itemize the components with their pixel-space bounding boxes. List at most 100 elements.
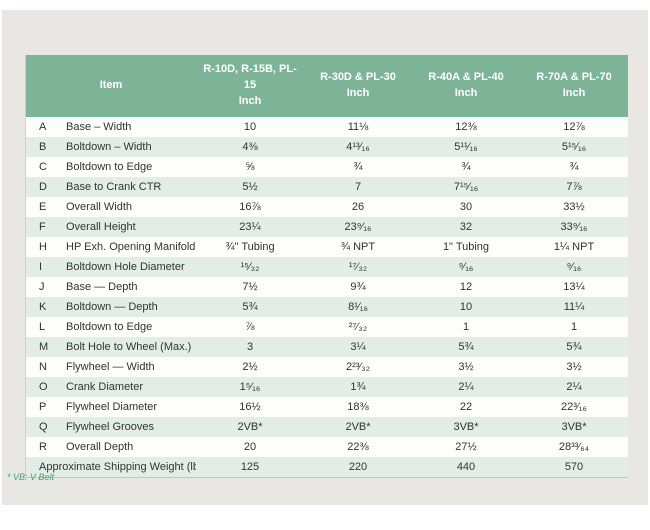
table-row: H HP Exh. Opening Manifold ¾" Tubing ¾ NPT 1… bbox=[26, 236, 628, 257]
row-letter: R bbox=[26, 436, 58, 457]
row-letter: D bbox=[26, 176, 58, 197]
row-item-label: Base — Depth bbox=[58, 276, 196, 297]
row-value-col1: ¹⁵⁄₃₂ bbox=[196, 256, 304, 277]
row-letter: A bbox=[26, 116, 58, 137]
row-value-col2: ¾ NPT bbox=[304, 236, 412, 257]
row-value-col2: 3¼ bbox=[304, 336, 412, 357]
table-row: I Boltdown Hole Diameter ¹⁵⁄₃₂ ¹⁷⁄₃₂ ⁹⁄₁₆ ⁹⁄₁… bbox=[26, 256, 628, 277]
row-item-label: Crank Diameter bbox=[58, 376, 196, 397]
row-letter: L bbox=[26, 316, 58, 337]
row-value-col4: 11¼ bbox=[520, 296, 628, 317]
row-value-col3: 32 bbox=[412, 216, 520, 237]
row-value-col1: 2½ bbox=[196, 356, 304, 377]
row-value-col1: 2VB* bbox=[196, 416, 304, 437]
row-letter: P bbox=[26, 396, 58, 417]
row-item-label: Overall Width bbox=[58, 196, 196, 217]
row-value-col4: 33⁹⁄₁₆ bbox=[520, 216, 628, 237]
row-item-label: Base – Width bbox=[58, 116, 196, 137]
row-value-col4: ⁹⁄₁₆ bbox=[520, 256, 628, 277]
row-value-col1: 5¾ bbox=[196, 296, 304, 317]
row-value-col2: 1¾ bbox=[304, 376, 412, 397]
row-value-col3: 27½ bbox=[412, 436, 520, 457]
row-value-col3: 5¾ bbox=[412, 336, 520, 357]
row-value-col2: 2²³⁄₃₂ bbox=[304, 356, 412, 377]
row-value-col2: ²⁷⁄₃₂ bbox=[304, 316, 412, 337]
row-value-col4: 1¼ NPT bbox=[520, 236, 628, 257]
row-item-label: Boltdown Hole Diameter bbox=[58, 256, 196, 277]
row-value-col1: 20 bbox=[196, 436, 304, 457]
row-value-col2: 26 bbox=[304, 196, 412, 217]
table-row: N Flywheel — Width 2½ 2²³⁄₃₂ 3½ 3½ bbox=[26, 356, 628, 377]
row-value-col1: 1⁵⁄₁₆ bbox=[196, 376, 304, 397]
table-header: Item R-10D, R-15B, PL-15 Inch R-30D & PL… bbox=[26, 55, 628, 117]
row-value-col3: 5¹¹⁄₁₆ bbox=[412, 136, 520, 157]
row-letter: M bbox=[26, 336, 58, 357]
row-letter: H bbox=[26, 236, 58, 257]
column-header-model-3: R-40A & PL-40 Inch bbox=[412, 55, 520, 117]
row-value-col4: 3½ bbox=[520, 356, 628, 377]
row-item-label: Boltdown to Edge bbox=[58, 316, 196, 337]
row-value-col1: 23¼ bbox=[196, 216, 304, 237]
row-value-col3: 2¼ bbox=[412, 376, 520, 397]
column-header-model-1: R-10D, R-15B, PL-15 Inch bbox=[196, 55, 304, 117]
model-4-unit: Inch bbox=[562, 86, 586, 99]
table-row: Q Flywheel Grooves 2VB* 2VB* 3VB* 3VB* bbox=[26, 416, 628, 437]
row-value-col2: 4¹³⁄₁₆ bbox=[304, 136, 412, 157]
model-2-name: R-30D & PL-30 bbox=[320, 70, 396, 83]
row-value-col1: 16½ bbox=[196, 396, 304, 417]
shipping-weight-col2: 220 bbox=[304, 456, 412, 477]
row-value-col2: ¾ bbox=[304, 156, 412, 177]
row-value-col2: 8¹⁄₁₆ bbox=[304, 296, 412, 317]
row-item-label: Bolt Hole to Wheel (Max.) bbox=[58, 336, 196, 357]
row-item-label: Boltdown to Edge bbox=[58, 156, 196, 177]
table-row: M Bolt Hole to Wheel (Max.) 3 3¼ 5¾ 5¾ bbox=[26, 336, 628, 357]
row-value-col4: 12⅞ bbox=[520, 116, 628, 137]
model-1-unit: Inch bbox=[238, 94, 262, 107]
table-body: A Base – Width 10 11⅛ 12⅜ 12⅞ B Boltdown – Widt… bbox=[26, 116, 628, 477]
row-item-label: Boltdown — Depth bbox=[58, 296, 196, 317]
vbelt-footnote: * VB: V Belt bbox=[7, 472, 55, 482]
shipping-weight-col4: 570 bbox=[520, 456, 628, 477]
row-value-col4: ¾ bbox=[520, 156, 628, 177]
table-row: C Boltdown to Edge ⅝ ¾ ¾ ¾ bbox=[26, 156, 628, 177]
table-row: F Overall Height 23¼ 23⁹⁄₁₆ 32 33⁹⁄₁₆ bbox=[26, 216, 628, 237]
row-item-label: Overall Depth bbox=[58, 436, 196, 457]
table-row: E Overall Width 16⅞ 26 30 33½ bbox=[26, 196, 628, 217]
table-row: J Base — Depth 7½ 9¾ 12 13¼ bbox=[26, 276, 628, 297]
column-header-model-2: R-30D & PL-30 Inch bbox=[304, 55, 412, 117]
row-value-col4: 5¹⁵⁄₁₆ bbox=[520, 136, 628, 157]
row-value-col3: 12 bbox=[412, 276, 520, 297]
row-value-col2: 7 bbox=[304, 176, 412, 197]
row-letter: I bbox=[26, 256, 58, 277]
row-value-col2: 18⅜ bbox=[304, 396, 412, 417]
row-value-col1: ⅞ bbox=[196, 316, 304, 337]
column-header-item: Item bbox=[26, 55, 196, 117]
row-value-col3: 1" Tubing bbox=[412, 236, 520, 257]
row-value-col2: 2VB* bbox=[304, 416, 412, 437]
row-value-col1: 10 bbox=[196, 116, 304, 137]
table-row: D Base to Crank CTR 5½ 7 7¹⁵⁄₁₆ 7⅞ bbox=[26, 176, 628, 197]
row-value-col3: ¾ bbox=[412, 156, 520, 177]
row-value-col4: 13¼ bbox=[520, 276, 628, 297]
model-1-name: R-10D, R-15B, PL-15 bbox=[203, 63, 297, 91]
row-value-col3: 7¹⁵⁄₁₆ bbox=[412, 176, 520, 197]
row-letter: J bbox=[26, 276, 58, 297]
row-item-label: Flywheel — Width bbox=[58, 356, 196, 377]
row-value-col1: 3 bbox=[196, 336, 304, 357]
row-value-col4: 28³³⁄₆₄ bbox=[520, 436, 628, 457]
shipping-weight-col1: 125 bbox=[196, 456, 304, 477]
row-letter: B bbox=[26, 136, 58, 157]
row-value-col1: ¾" Tubing bbox=[196, 236, 304, 257]
table-row: K Boltdown — Depth 5¾ 8¹⁄₁₆ 10 11¼ bbox=[26, 296, 628, 317]
row-value-col4: 2¼ bbox=[520, 376, 628, 397]
row-value-col3: 3½ bbox=[412, 356, 520, 377]
row-value-col4: 7⅞ bbox=[520, 176, 628, 197]
shipping-weight-row: Approximate Shipping Weight (lbs.) 125 220… bbox=[26, 456, 628, 477]
row-value-col1: 7½ bbox=[196, 276, 304, 297]
row-value-col3: 1 bbox=[412, 316, 520, 337]
row-value-col4: 3VB* bbox=[520, 416, 628, 437]
row-item-label: Boltdown – Width bbox=[58, 136, 196, 157]
model-4-name: R-70A & PL-70 bbox=[536, 70, 612, 83]
table-row: P Flywheel Diameter 16½ 18⅜ 22 22³⁄₁₆ bbox=[26, 396, 628, 417]
